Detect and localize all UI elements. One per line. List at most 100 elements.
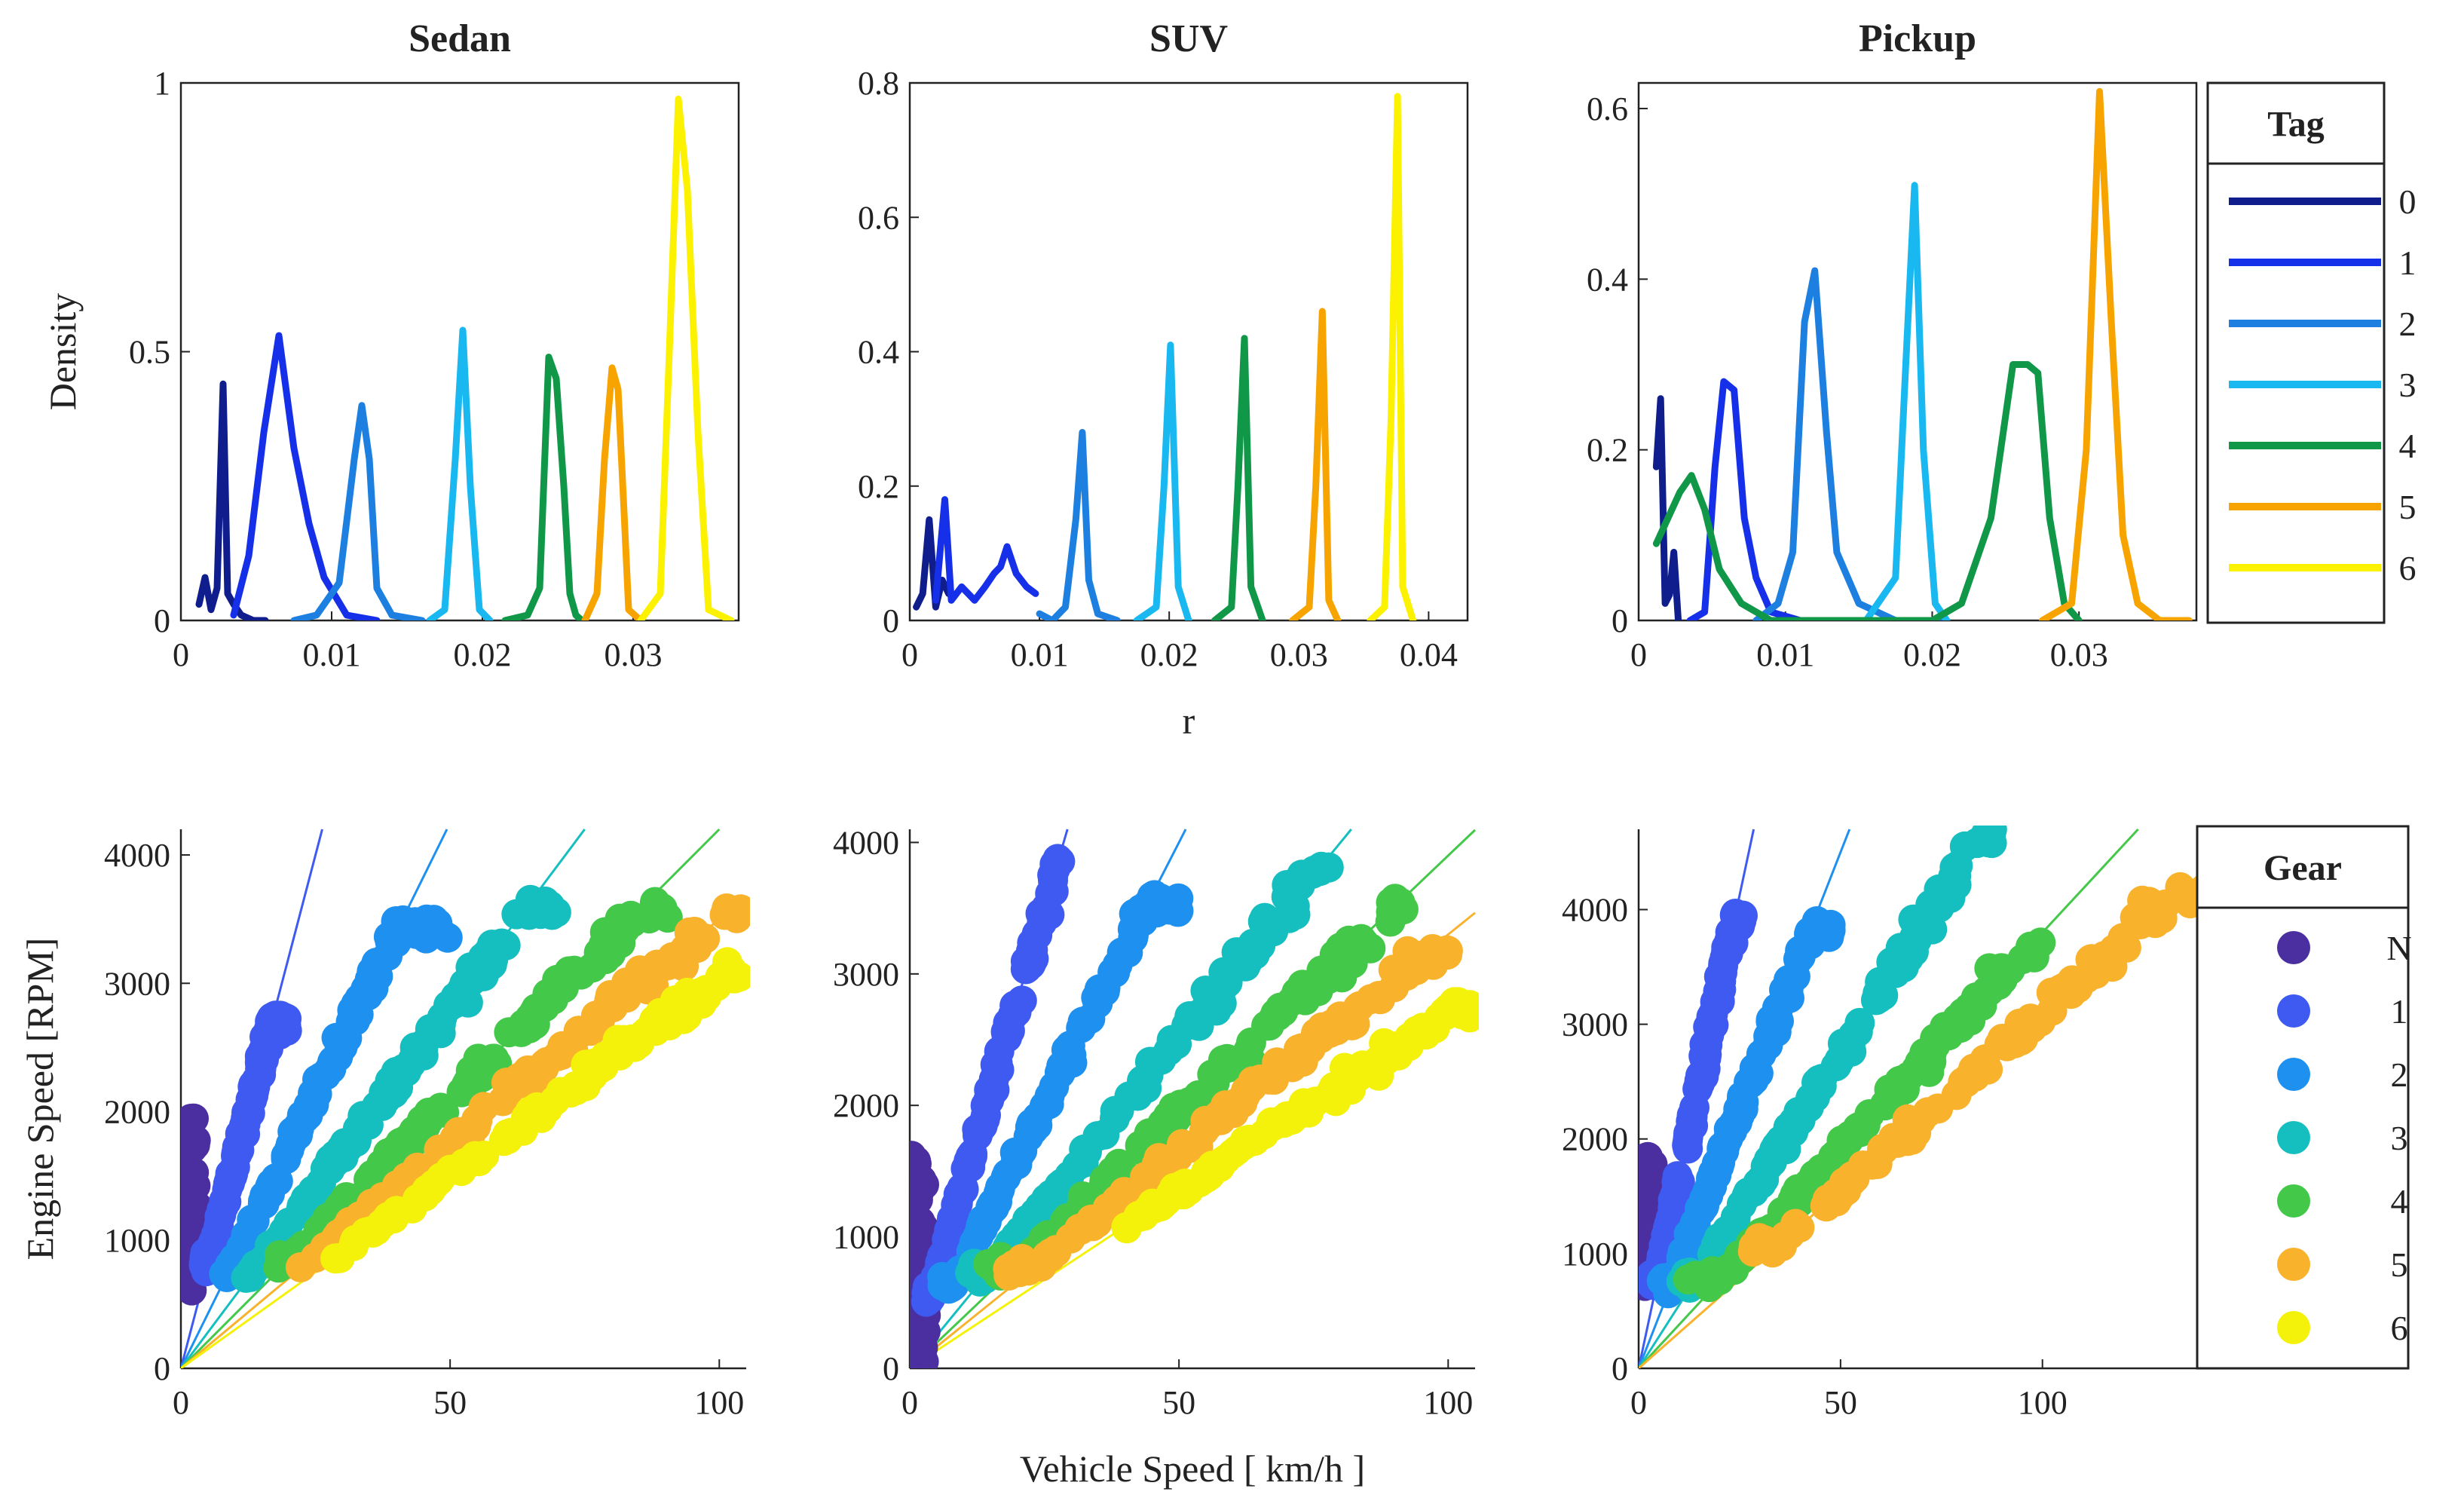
scatter-point <box>408 1029 439 1060</box>
y-tick-label: 0.6 <box>858 199 899 236</box>
legend-label: 0 <box>2399 182 2417 221</box>
scatter-point <box>1810 1190 1841 1221</box>
legend-entry-1: 1 <box>2277 992 2408 1031</box>
scatter-point <box>333 1129 364 1160</box>
legend-entry-3: 3 <box>2229 366 2417 404</box>
legend-label: 1 <box>2391 992 2408 1031</box>
y-tick-label: 1000 <box>1562 1236 1628 1273</box>
scatter-point <box>624 1028 655 1058</box>
scatter-point <box>1281 866 1312 897</box>
scatter-point <box>538 984 569 1015</box>
scatter-point <box>1916 1037 1947 1068</box>
legend-label: 3 <box>2391 1119 2408 1157</box>
scatter-point <box>1983 970 2014 1000</box>
scatter-point <box>993 1007 1024 1038</box>
legend-entry-1: 1 <box>2229 244 2417 282</box>
density-line-tag-4 <box>501 354 586 620</box>
x-tick-label: 0.04 <box>1400 636 1458 673</box>
legend-entry-4: 4 <box>2229 427 2417 465</box>
scatter-point <box>320 1243 350 1274</box>
scatter-point <box>531 1046 562 1077</box>
legend-label: 3 <box>2399 366 2417 404</box>
scatter-point <box>1109 1177 1140 1208</box>
scatter-point <box>513 898 544 929</box>
scatter-point <box>488 1086 518 1117</box>
scatter-point <box>479 1043 510 1074</box>
density-line-tag-4 <box>1211 335 1266 620</box>
scatter-point <box>1313 852 1344 883</box>
scatter-point <box>1245 930 1276 961</box>
scatter-point <box>1683 1071 1714 1102</box>
scatter-series-gear-2 <box>209 904 463 1292</box>
y-tick-label: 0 <box>883 1350 899 1387</box>
scatter-point <box>1034 1080 1065 1111</box>
scatter-point <box>1706 1131 1737 1162</box>
density-line-tag-2 <box>290 402 426 620</box>
y-tick-label: 0 <box>1612 1350 1628 1387</box>
y-tick-label: 0 <box>1612 602 1628 639</box>
plot-area <box>913 93 1417 620</box>
x-tick-label: 0 <box>1630 636 1647 673</box>
y-tick-label: 0 <box>154 1350 170 1387</box>
density-line-tag-3 <box>426 326 494 620</box>
scatter-point <box>1941 869 1972 900</box>
x-tick-label: 0 <box>901 1384 918 1421</box>
scatter-point <box>1123 1202 1154 1233</box>
scatter-point <box>354 964 385 994</box>
x-tick-label: 0.01 <box>1756 636 1814 673</box>
y-tick-label: 0 <box>154 602 170 639</box>
legend-entry-6: 6 <box>2277 1309 2408 1347</box>
scatter-point <box>1720 899 1751 929</box>
x-tick-label: 0 <box>173 1384 189 1421</box>
x-tick-label: 100 <box>1423 1384 1473 1421</box>
y-tick-label: 0.4 <box>1587 261 1628 298</box>
scatter-point <box>1702 985 1733 1016</box>
legend-entry-5: 5 <box>2229 488 2417 526</box>
subplot-2: 0 0.01 0.02 0.03 0.04 0 0.2 0.4 0.6 0.8 SUV r <box>858 17 1469 742</box>
scatter-point <box>1162 1029 1192 1060</box>
scatter-point <box>1054 1031 1085 1061</box>
scatter-point <box>231 1262 262 1293</box>
scatter-point <box>350 1217 381 1248</box>
scatter-point <box>1210 1093 1241 1124</box>
scatter-point <box>1065 1215 1096 1245</box>
y-tick-label: 0 <box>883 602 899 639</box>
x-tick-label: 0 <box>173 636 189 673</box>
scatter-point <box>1241 1067 1272 1098</box>
x-tick-label: 0.02 <box>454 636 512 673</box>
scatter-point <box>1082 985 1113 1016</box>
scatter-point <box>1773 965 1804 995</box>
scatter-point <box>1680 1261 1711 1291</box>
x-tick-label: 50 <box>1162 1384 1195 1421</box>
density-line-tag-2 <box>1036 429 1121 620</box>
scatter-point <box>1826 1133 1856 1163</box>
y-tick-label: 2000 <box>1562 1121 1628 1158</box>
scatter-point <box>1277 1052 1308 1083</box>
scatter-point <box>910 1208 928 1239</box>
scatter-series-gear-1 <box>1639 899 1758 1300</box>
scatter-point <box>372 1202 403 1233</box>
scatter-point <box>1786 1176 1817 1207</box>
scatter-point <box>1805 1065 1836 1096</box>
subplot-title: Pickup <box>1859 17 1976 60</box>
scatter-point <box>378 1070 409 1101</box>
y-tick-label: 3000 <box>1562 1006 1628 1043</box>
scatter-point <box>2076 944 2107 975</box>
scatter-point <box>1864 982 1895 1013</box>
y-tick-label: 4000 <box>1562 891 1628 928</box>
legend-label: 4 <box>2391 1182 2408 1221</box>
legend-label: 2 <box>2391 1055 2408 1094</box>
scatter-point <box>1069 1134 1100 1165</box>
scatter-point <box>1045 1058 1076 1089</box>
scatter-point <box>264 1003 295 1034</box>
legend-label: N <box>2386 929 2411 967</box>
legend-label: 5 <box>2391 1245 2408 1284</box>
scatter-series-gear-2 <box>927 880 1194 1304</box>
scatter-point <box>561 1075 592 1106</box>
scatter-point <box>995 1258 1026 1289</box>
scatter-point <box>1019 1113 1050 1144</box>
x-axis-label: Vehicle Speed [ km/h ] <box>1020 1447 1365 1490</box>
x-tick-label: 0.02 <box>1903 636 1961 673</box>
x-tick-label: 0.02 <box>1140 636 1198 673</box>
